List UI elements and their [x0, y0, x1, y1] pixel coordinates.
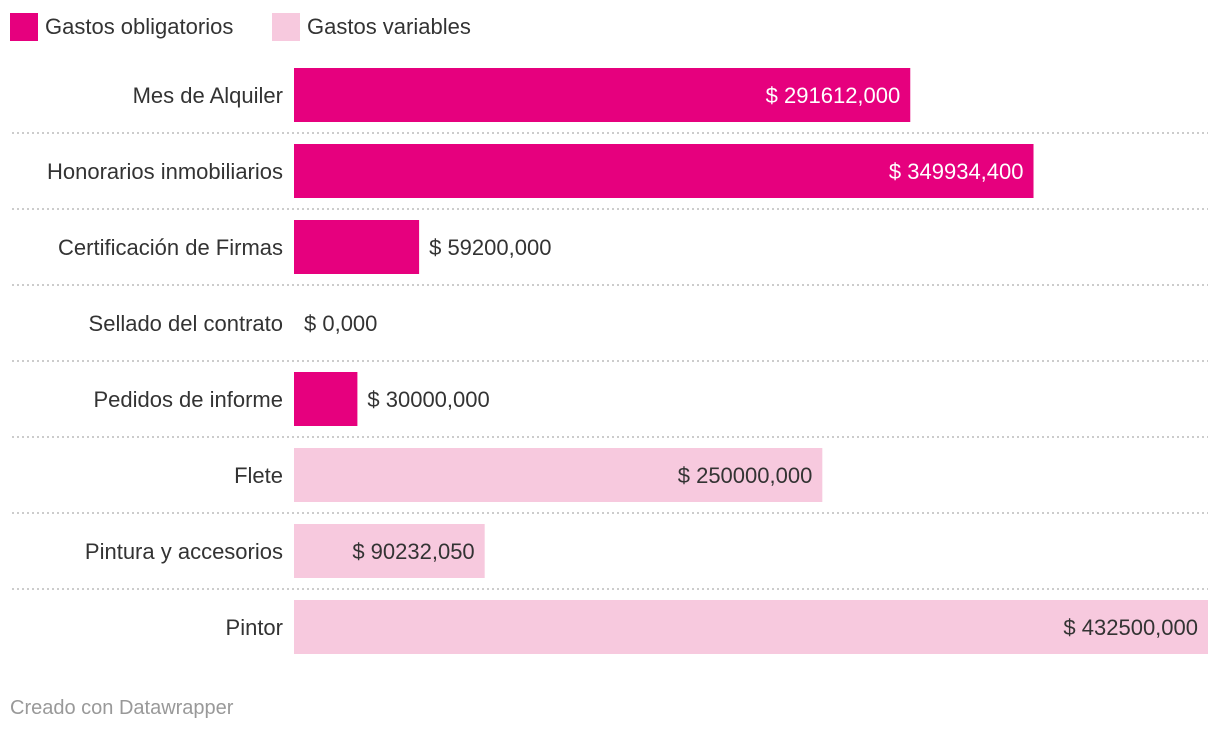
row-label-pedidos-de-informe: Pedidos de informe	[93, 387, 283, 412]
legend-label-gastos-variables: Gastos variables	[307, 14, 471, 39]
bar-mes-de-alquiler	[294, 68, 911, 122]
bar-pintor	[294, 600, 1208, 654]
legend-swatch-gastos-variables	[272, 13, 300, 41]
value-label-flete: $ 250000,000	[678, 463, 813, 488]
bar-rows: Mes de Alquiler $ 291612,000 Honorarios in…	[12, 68, 1208, 654]
legend: Gastos obligatorios Gastos variables	[10, 13, 471, 41]
value-label-pintura-y-accesorios: $ 90232,050	[352, 539, 474, 564]
row-label-honorarios-inmobiliarios: Honorarios inmobiliarios	[47, 159, 283, 184]
value-label-certificacion-de-firmas: $ 59200,000	[429, 235, 551, 260]
row-label-pintor: Pintor	[226, 615, 283, 640]
bar-flete	[294, 448, 823, 502]
row-label-flete: Flete	[234, 463, 283, 488]
bar-honorarios-inmobiliarios	[294, 144, 1034, 198]
bar-pintura-y-accesorios	[294, 524, 485, 578]
row-label-sellado-del-contrato: Sellado del contrato	[89, 311, 283, 336]
bar-certificacion-de-firmas	[294, 220, 420, 274]
footer-credit: Creado con Datawrapper	[10, 697, 234, 719]
value-label-pedidos-de-informe: $ 30000,000	[367, 387, 489, 412]
value-label-pintor: $ 432500,000	[1063, 615, 1198, 640]
value-label-mes-de-alquiler: $ 291612,000	[766, 83, 901, 108]
legend-label-gastos-obligatorios: Gastos obligatorios	[45, 14, 233, 39]
bar-pedidos-de-informe	[294, 372, 358, 426]
value-label-sellado-del-contrato: $ 0,000	[304, 311, 377, 336]
legend-swatch-gastos-obligatorios	[10, 13, 38, 41]
row-label-mes-de-alquiler: Mes de Alquiler	[133, 83, 283, 108]
row-label-pintura-y-accesorios: Pintura y accesorios	[85, 539, 283, 564]
row-label-certificacion-de-firmas: Certificación de Firmas	[58, 235, 283, 260]
value-label-honorarios-inmobiliarios: $ 349934,400	[889, 159, 1024, 184]
